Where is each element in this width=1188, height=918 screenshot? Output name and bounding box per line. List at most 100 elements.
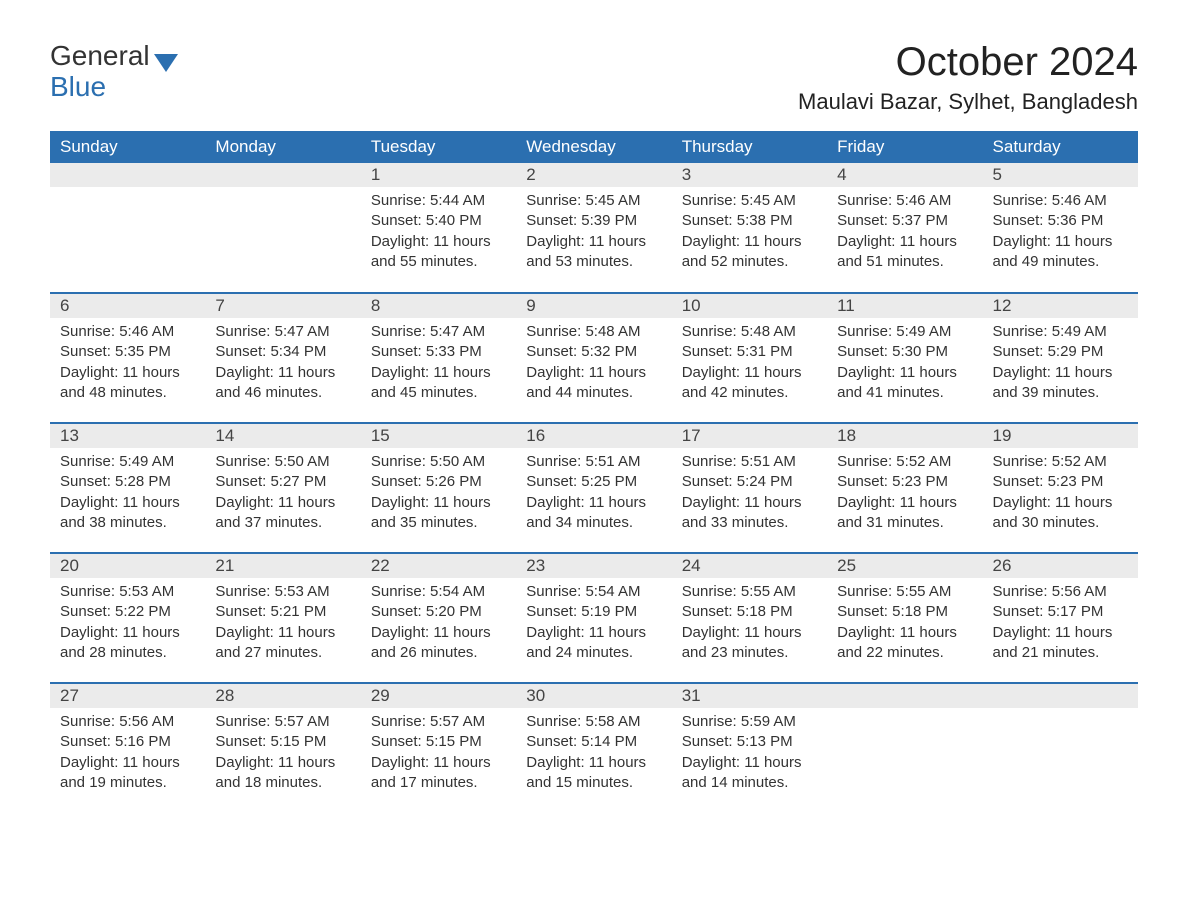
day-sr: Sunrise: 5:49 AM: [60, 452, 195, 472]
weekday-header: Tuesday: [361, 131, 516, 163]
day-sr: Sunrise: 5:51 AM: [682, 452, 817, 472]
calendar-day-cell: 2Sunrise: 5:45 AMSunset: 5:39 PMDaylight…: [516, 163, 671, 293]
day-dl1: Daylight: 11 hours: [682, 623, 817, 643]
day-ss: Sunset: 5:27 PM: [215, 472, 350, 492]
day-ss: Sunset: 5:31 PM: [682, 342, 817, 362]
day-sr: Sunrise: 5:54 AM: [526, 582, 661, 602]
day-dl1: Daylight: 11 hours: [682, 493, 817, 513]
day-ss: Sunset: 5:14 PM: [526, 732, 661, 752]
day-dl2: and 44 minutes.: [526, 383, 661, 403]
day-details: Sunrise: 5:57 AMSunset: 5:15 PMDaylight:…: [361, 708, 516, 803]
calendar-day-cell: 12Sunrise: 5:49 AMSunset: 5:29 PMDayligh…: [983, 293, 1138, 423]
day-dl2: and 21 minutes.: [993, 643, 1128, 663]
day-number: 25: [827, 554, 982, 578]
day-dl1: Daylight: 11 hours: [215, 493, 350, 513]
day-dl1: Daylight: 11 hours: [682, 753, 817, 773]
calendar-day-cell: 30Sunrise: 5:58 AMSunset: 5:14 PMDayligh…: [516, 683, 671, 813]
day-dl1: Daylight: 11 hours: [215, 363, 350, 383]
calendar-day-cell: 24Sunrise: 5:55 AMSunset: 5:18 PMDayligh…: [672, 553, 827, 683]
day-dl2: and 39 minutes.: [993, 383, 1128, 403]
calendar-day-cell: [50, 163, 205, 293]
day-sr: Sunrise: 5:45 AM: [682, 191, 817, 211]
day-details: Sunrise: 5:44 AMSunset: 5:40 PMDaylight:…: [361, 187, 516, 282]
day-dl2: and 35 minutes.: [371, 513, 506, 533]
day-details: Sunrise: 5:48 AMSunset: 5:31 PMDaylight:…: [672, 318, 827, 413]
flag-icon: [154, 47, 178, 65]
day-dl2: and 19 minutes.: [60, 773, 195, 793]
weekday-header: Saturday: [983, 131, 1138, 163]
calendar-day-cell: 8Sunrise: 5:47 AMSunset: 5:33 PMDaylight…: [361, 293, 516, 423]
day-ss: Sunset: 5:34 PM: [215, 342, 350, 362]
day-details: Sunrise: 5:57 AMSunset: 5:15 PMDaylight:…: [205, 708, 360, 803]
weekday-header: Wednesday: [516, 131, 671, 163]
day-number: 27: [50, 684, 205, 708]
page-title: October 2024: [896, 40, 1138, 85]
day-dl2: and 23 minutes.: [682, 643, 817, 663]
day-details: Sunrise: 5:56 AMSunset: 5:17 PMDaylight:…: [983, 578, 1138, 673]
day-dl2: and 31 minutes.: [837, 513, 972, 533]
day-sr: Sunrise: 5:47 AM: [371, 322, 506, 342]
day-dl1: Daylight: 11 hours: [371, 232, 506, 252]
day-sr: Sunrise: 5:52 AM: [837, 452, 972, 472]
day-dl2: and 34 minutes.: [526, 513, 661, 533]
day-number: 9: [516, 294, 671, 318]
day-number: 21: [205, 554, 360, 578]
calendar-day-cell: 21Sunrise: 5:53 AMSunset: 5:21 PMDayligh…: [205, 553, 360, 683]
day-number: 16: [516, 424, 671, 448]
day-details: Sunrise: 5:46 AMSunset: 5:35 PMDaylight:…: [50, 318, 205, 413]
day-number: 28: [205, 684, 360, 708]
day-details: Sunrise: 5:54 AMSunset: 5:20 PMDaylight:…: [361, 578, 516, 673]
calendar-day-cell: 20Sunrise: 5:53 AMSunset: 5:22 PMDayligh…: [50, 553, 205, 683]
day-sr: Sunrise: 5:44 AM: [371, 191, 506, 211]
day-ss: Sunset: 5:29 PM: [993, 342, 1128, 362]
day-number: 30: [516, 684, 671, 708]
day-sr: Sunrise: 5:45 AM: [526, 191, 661, 211]
day-number: 8: [361, 294, 516, 318]
calendar-day-cell: 3Sunrise: 5:45 AMSunset: 5:38 PMDaylight…: [672, 163, 827, 293]
day-dl2: and 22 minutes.: [837, 643, 972, 663]
calendar-day-cell: 11Sunrise: 5:49 AMSunset: 5:30 PMDayligh…: [827, 293, 982, 423]
day-ss: Sunset: 5:38 PM: [682, 211, 817, 231]
day-dl2: and 17 minutes.: [371, 773, 506, 793]
day-sr: Sunrise: 5:53 AM: [215, 582, 350, 602]
calendar-day-cell: 29Sunrise: 5:57 AMSunset: 5:15 PMDayligh…: [361, 683, 516, 813]
day-dl1: Daylight: 11 hours: [215, 753, 350, 773]
day-details: Sunrise: 5:52 AMSunset: 5:23 PMDaylight:…: [827, 448, 982, 543]
day-ss: Sunset: 5:36 PM: [993, 211, 1128, 231]
day-ss: Sunset: 5:17 PM: [993, 602, 1128, 622]
day-ss: Sunset: 5:33 PM: [371, 342, 506, 362]
day-details: Sunrise: 5:51 AMSunset: 5:24 PMDaylight:…: [672, 448, 827, 543]
day-sr: Sunrise: 5:49 AM: [993, 322, 1128, 342]
day-dl2: and 42 minutes.: [682, 383, 817, 403]
day-dl1: Daylight: 11 hours: [993, 623, 1128, 643]
day-sr: Sunrise: 5:48 AM: [682, 322, 817, 342]
day-dl2: and 48 minutes.: [60, 383, 195, 403]
day-details: Sunrise: 5:49 AMSunset: 5:29 PMDaylight:…: [983, 318, 1138, 413]
day-dl1: Daylight: 11 hours: [837, 363, 972, 383]
calendar-day-cell: [983, 683, 1138, 813]
day-number: 29: [361, 684, 516, 708]
day-dl2: and 55 minutes.: [371, 252, 506, 272]
calendar-day-cell: 22Sunrise: 5:54 AMSunset: 5:20 PMDayligh…: [361, 553, 516, 683]
day-number: [983, 684, 1138, 708]
day-ss: Sunset: 5:13 PM: [682, 732, 817, 752]
calendar-table: SundayMondayTuesdayWednesdayThursdayFrid…: [50, 131, 1138, 813]
day-ss: Sunset: 5:16 PM: [60, 732, 195, 752]
logo-line2: Blue: [50, 71, 106, 103]
day-dl1: Daylight: 11 hours: [993, 363, 1128, 383]
calendar-week-row: 27Sunrise: 5:56 AMSunset: 5:16 PMDayligh…: [50, 683, 1138, 813]
day-number: 7: [205, 294, 360, 318]
day-dl2: and 41 minutes.: [837, 383, 972, 403]
day-sr: Sunrise: 5:50 AM: [371, 452, 506, 472]
day-sr: Sunrise: 5:56 AM: [993, 582, 1128, 602]
day-dl2: and 28 minutes.: [60, 643, 195, 663]
day-dl1: Daylight: 11 hours: [215, 623, 350, 643]
calendar-week-row: 13Sunrise: 5:49 AMSunset: 5:28 PMDayligh…: [50, 423, 1138, 553]
day-number: 20: [50, 554, 205, 578]
calendar-day-cell: [827, 683, 982, 813]
day-number: 11: [827, 294, 982, 318]
day-dl1: Daylight: 11 hours: [526, 232, 661, 252]
day-details: Sunrise: 5:56 AMSunset: 5:16 PMDaylight:…: [50, 708, 205, 803]
day-ss: Sunset: 5:23 PM: [993, 472, 1128, 492]
day-dl1: Daylight: 11 hours: [60, 493, 195, 513]
